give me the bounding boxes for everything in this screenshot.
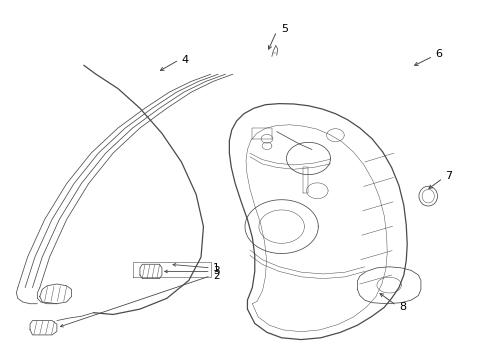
Text: 2: 2 (213, 271, 220, 281)
Text: 7: 7 (445, 171, 452, 181)
Text: 3: 3 (213, 266, 220, 276)
Text: 8: 8 (399, 302, 406, 312)
Text: 4: 4 (181, 55, 189, 65)
Text: 1: 1 (213, 263, 220, 273)
Text: 5: 5 (282, 24, 289, 35)
Text: 6: 6 (436, 49, 442, 59)
